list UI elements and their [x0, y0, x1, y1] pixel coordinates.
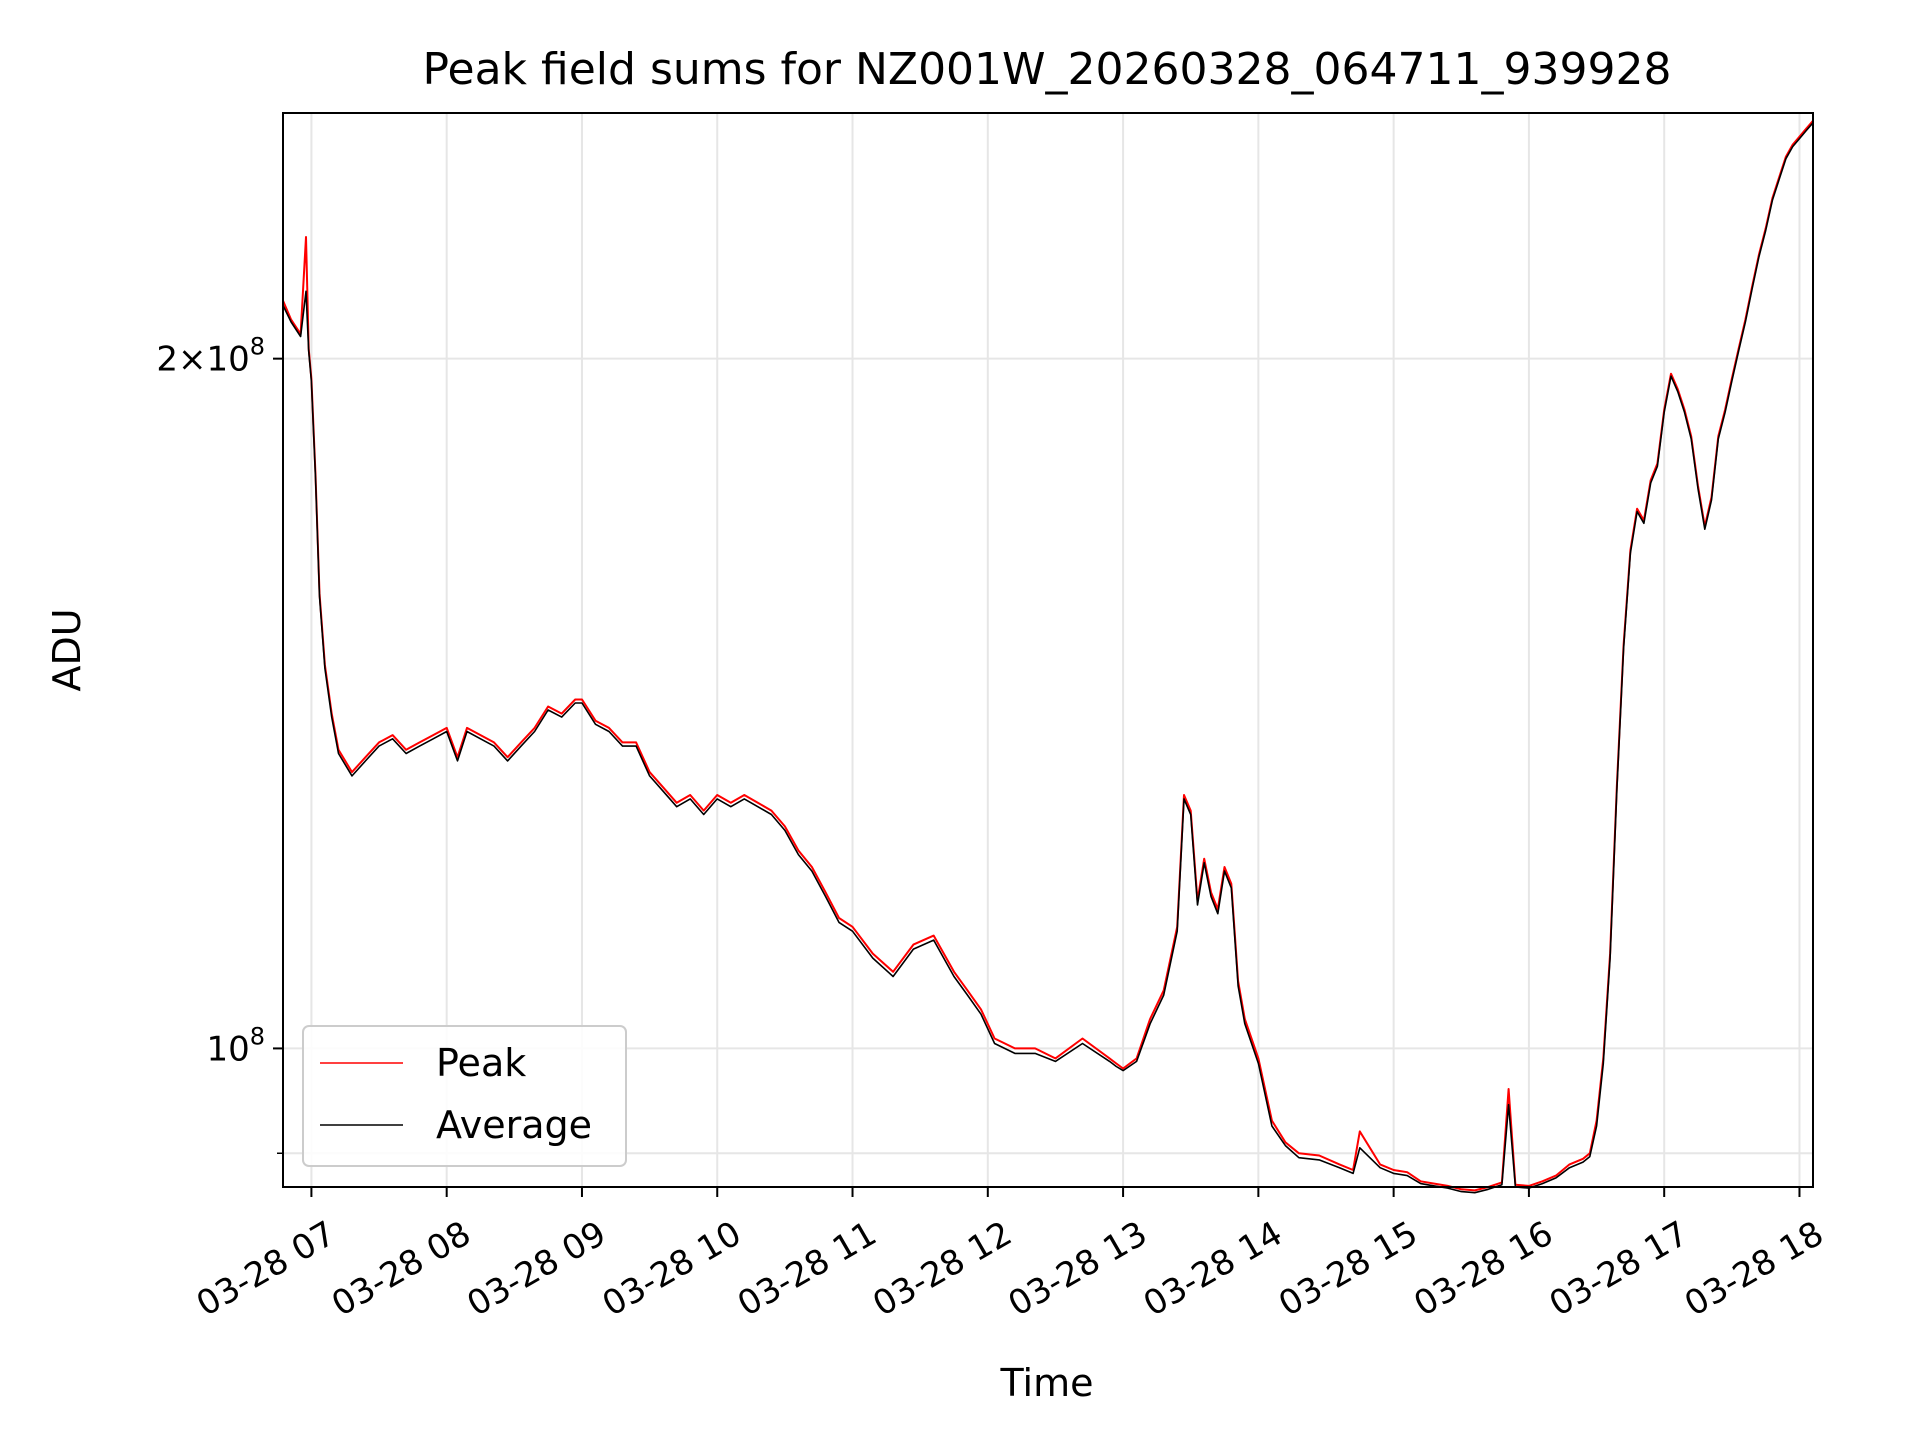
y-tick-multiplier: 2 [156, 340, 178, 380]
grid-layer [283, 113, 1813, 1187]
y-tick-base: 10 [206, 1029, 249, 1069]
x-axis-label: Time [1000, 1361, 1094, 1405]
y-tick-exponent: 8 [250, 1022, 265, 1050]
plot-frame [282, 112, 1814, 1188]
chart-title: Peak field sums for NZ001W_20260328_0647… [423, 44, 1672, 95]
y-tick-label: 108 [206, 1022, 265, 1069]
legend-label-average: Average [436, 1103, 592, 1147]
y-tick-exponent: 8 [250, 333, 265, 361]
y-tick-label: 2×108 [156, 333, 265, 380]
series-line-average [282, 122, 1814, 1194]
y-tick-times: × [178, 340, 207, 380]
y-tick-base: 10 [206, 340, 249, 380]
legend: Peak Average [302, 1025, 627, 1167]
y-axis-label: ADU [45, 608, 89, 691]
legend-box [302, 1025, 627, 1167]
legend-label-peak: Peak [436, 1041, 526, 1085]
series-layer [282, 120, 1814, 1194]
